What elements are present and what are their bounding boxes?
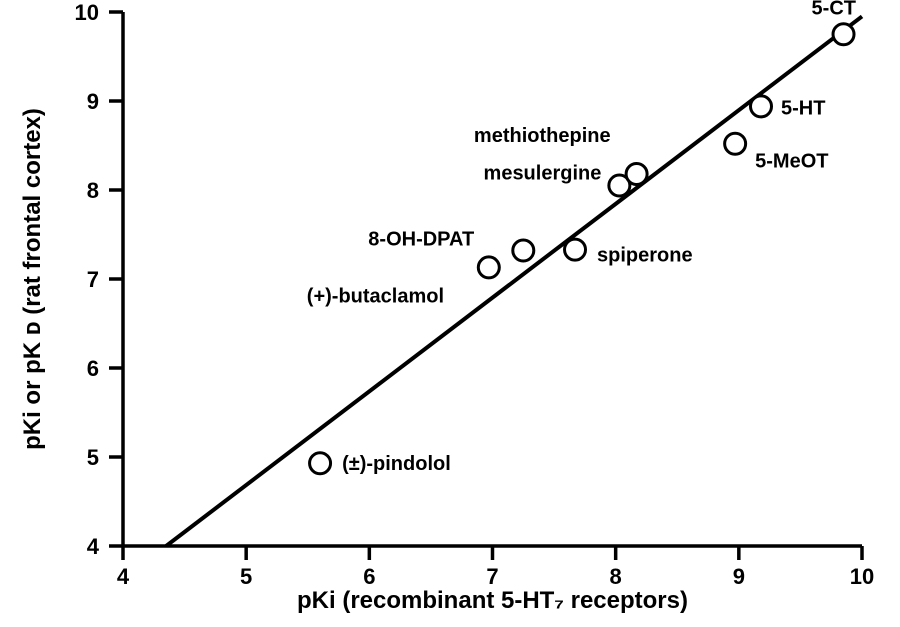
x-axis-title: pKi (recombinant 5-HT₇ receptors) bbox=[297, 587, 688, 614]
y-tick-label: 4 bbox=[87, 534, 100, 559]
point-label: 5-CT bbox=[812, 0, 856, 19]
data-point bbox=[513, 240, 534, 261]
x-tick-label: 8 bbox=[610, 564, 622, 589]
y-tick-label: 10 bbox=[75, 0, 99, 25]
x-tick-label: 4 bbox=[117, 564, 130, 589]
point-label: (±)-pindolol bbox=[342, 453, 451, 475]
y-tick-label: 8 bbox=[87, 178, 99, 203]
x-tick-label: 10 bbox=[850, 564, 874, 589]
point-label: mesulergine bbox=[484, 163, 602, 185]
point-label: 5-HT bbox=[781, 97, 825, 119]
y-tick-label: 9 bbox=[87, 89, 99, 114]
x-tick-label: 6 bbox=[363, 564, 375, 589]
data-point bbox=[626, 163, 647, 184]
y-tick-label: 6 bbox=[87, 356, 99, 381]
point-label: (+)-butaclamol bbox=[307, 285, 444, 307]
y-axis-title: pKi or pK ᴅ (rat frontal cortex) bbox=[19, 108, 46, 450]
x-tick-label: 7 bbox=[486, 564, 498, 589]
scatter-plot: 4 5 6 7 8 9 10 4 5 6 7 8 9 10 pKi (recombinant 5-HT₇ r… bbox=[0, 0, 900, 627]
y-tick-label: 7 bbox=[87, 267, 99, 292]
data-point bbox=[751, 96, 772, 117]
point-label: methiothepine bbox=[474, 125, 611, 147]
data-point bbox=[833, 24, 854, 45]
x-tick-label: 9 bbox=[733, 564, 745, 589]
data-point bbox=[565, 239, 586, 260]
y-tick-label: 5 bbox=[87, 445, 99, 470]
point-label: 5-MeOT bbox=[755, 151, 828, 173]
point-label: spiperone bbox=[597, 245, 693, 267]
data-point bbox=[310, 453, 331, 474]
chart-container: { "chart": { "type": "scatter", "width":… bbox=[0, 0, 900, 627]
data-point bbox=[725, 133, 746, 154]
point-label: 8-OH-DPAT bbox=[368, 229, 474, 251]
x-tick-label: 5 bbox=[240, 564, 252, 589]
data-point bbox=[478, 257, 499, 278]
